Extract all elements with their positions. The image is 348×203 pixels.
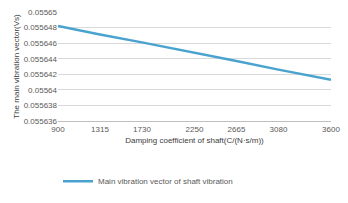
svg-text:2250: 2250 — [186, 125, 204, 134]
svg-text:2665: 2665 — [228, 125, 246, 134]
svg-text:0.055636: 0.055636 — [24, 117, 58, 126]
svg-text:3600: 3600 — [322, 125, 340, 134]
svg-text:0.055648: 0.055648 — [24, 23, 58, 32]
svg-text:Damping coefficient of shaft(C: Damping coefficient of shaft(C/(N·s/m)) — [125, 136, 264, 145]
svg-text:0.055646: 0.055646 — [24, 39, 58, 48]
svg-text:Main vibration vector of shaft: Main vibration vector of shaft vibration — [98, 177, 233, 186]
svg-text:0.05564: 0.05564 — [28, 86, 57, 95]
svg-text:0.05565: 0.05565 — [28, 8, 57, 17]
svg-text:900: 900 — [51, 125, 65, 134]
svg-text:0.055642: 0.055642 — [24, 70, 58, 79]
svg-text:1315: 1315 — [91, 125, 109, 134]
svg-text:The main vibration vector(Vs): The main vibration vector(Vs) — [12, 14, 21, 119]
svg-text:3080: 3080 — [270, 125, 288, 134]
svg-text:1730: 1730 — [133, 125, 151, 134]
svg-text:0.055644: 0.055644 — [24, 55, 58, 64]
svg-text:0.055638: 0.055638 — [24, 101, 58, 110]
